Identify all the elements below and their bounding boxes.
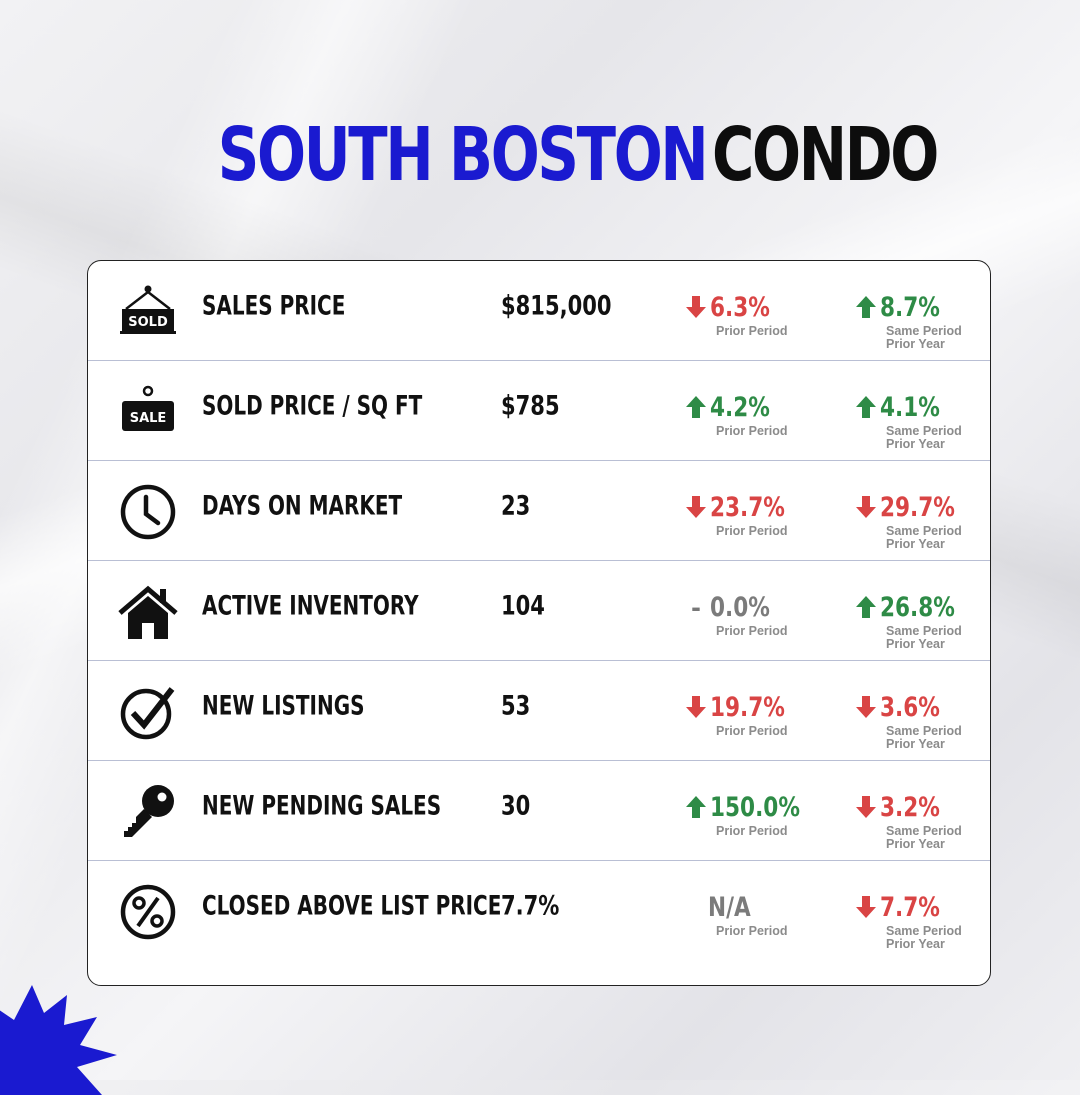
stat-row-closed-above-list: CLOSED ABOVE LIST PRICE 7.7% N/A Prior P… — [88, 861, 990, 961]
prior-period-change: 23.7% Prior Period — [686, 491, 804, 538]
house-icon — [118, 583, 178, 641]
key-icon — [118, 783, 178, 841]
stat-value: 7.7% — [501, 890, 560, 922]
prior-period-change: 19.7% Prior Period — [686, 691, 804, 738]
change-caption: Prior Period — [716, 324, 788, 338]
stat-value: 30 — [501, 790, 531, 822]
change-percent: 3.6% — [880, 692, 940, 723]
same-period-change: 3.2% Same Period Prior Year — [856, 791, 962, 851]
stat-label: DAYS ON MARKET — [202, 490, 403, 522]
down-arrow-icon — [856, 696, 876, 718]
up-arrow-icon — [856, 296, 876, 318]
stat-value: $785 — [501, 390, 560, 422]
stat-row-new-listings: NEW LISTINGS 53 19.7% Prior Period 3.6% … — [88, 661, 990, 761]
change-percent: 7.7% — [880, 892, 940, 923]
sold-sign-icon: SOLD — [118, 283, 178, 341]
title-location: SOUTH BOSTON — [217, 112, 708, 198]
same-period-change: 3.6% Same Period Prior Year — [856, 691, 962, 751]
stat-row-sold-price-sqft: SALE SOLD PRICE / SQ FT $785 4.2% Prior … — [88, 361, 990, 461]
change-caption: Same Period Prior Year — [886, 424, 962, 451]
stat-value: 53 — [501, 690, 531, 722]
down-arrow-icon — [686, 696, 706, 718]
change-percent: 26.8% — [880, 592, 955, 623]
sale-sign-icon: SALE — [118, 383, 178, 441]
same-period-change: 7.7% Same Period Prior Year — [856, 891, 962, 951]
down-arrow-icon — [856, 796, 876, 818]
stat-row-days-on-market: DAYS ON MARKET 23 23.7% Prior Period 29.… — [88, 461, 990, 561]
stat-label: CLOSED ABOVE LIST PRICE — [202, 890, 502, 922]
change-caption: Prior Period — [716, 524, 788, 538]
change-caption: Same Period Prior Year — [886, 924, 962, 951]
change-percent: 0.0% — [710, 592, 770, 623]
change-caption: Same Period Prior Year — [886, 524, 962, 551]
change-caption: Same Period Prior Year — [886, 624, 962, 651]
change-percent: 150.0% — [710, 792, 800, 823]
change-caption: Same Period Prior Year — [886, 724, 962, 751]
stat-label: SALES PRICE — [202, 290, 346, 322]
prior-period-change: 4.2% Prior Period — [686, 391, 788, 438]
page-title: SOUTH BOSTONCONDO — [0, 118, 1080, 192]
change-percent: 6.3% — [710, 292, 770, 323]
clock-icon — [118, 483, 178, 541]
percent-icon — [118, 883, 178, 941]
same-period-change: 8.7% Same Period Prior Year — [856, 291, 962, 351]
down-arrow-icon — [686, 296, 706, 318]
change-percent: N/A — [708, 892, 751, 923]
stat-label: ACTIVE INVENTORY — [202, 590, 419, 622]
same-period-change: 26.8% Same Period Prior Year — [856, 591, 974, 651]
change-percent: 23.7% — [710, 492, 785, 523]
change-percent: 4.1% — [880, 392, 940, 423]
down-arrow-icon — [856, 896, 876, 918]
up-arrow-icon — [686, 796, 706, 818]
stat-value: 104 — [501, 590, 545, 622]
change-caption: Prior Period — [716, 724, 788, 738]
change-caption: Prior Period — [716, 624, 788, 638]
stat-label: NEW PENDING SALES — [202, 790, 442, 822]
prior-period-change: N/A Prior Period — [686, 891, 788, 938]
change-percent: 8.7% — [880, 292, 940, 323]
change-percent: 19.7% — [710, 692, 785, 723]
prior-period-change: -0.0% Prior Period — [686, 591, 788, 638]
stats-card: SOLD SALES PRICE $815,000 6.3% Prior Per… — [87, 260, 991, 986]
stat-row-sales-price: SOLD SALES PRICE $815,000 6.3% Prior Per… — [88, 261, 990, 361]
prior-period-change: 6.3% Prior Period — [686, 291, 788, 338]
up-arrow-icon — [686, 396, 706, 418]
change-percent: 29.7% — [880, 492, 955, 523]
starburst-decoration — [0, 985, 117, 1095]
stat-value: $815,000 — [501, 290, 612, 322]
svg-text:SOLD: SOLD — [128, 315, 168, 330]
up-arrow-icon — [856, 396, 876, 418]
stat-row-new-pending-sales: NEW PENDING SALES 30 150.0% Prior Period… — [88, 761, 990, 861]
stat-label: SOLD PRICE / SQ FT — [202, 390, 423, 422]
change-percent: 4.2% — [710, 392, 770, 423]
stat-value: 23 — [501, 490, 531, 522]
down-arrow-icon — [856, 496, 876, 518]
svg-text:SALE: SALE — [130, 411, 167, 426]
title-property-type: CONDO — [711, 112, 939, 198]
change-caption: Prior Period — [716, 424, 788, 438]
up-arrow-icon — [856, 596, 876, 618]
change-caption: Prior Period — [716, 824, 788, 838]
down-arrow-icon — [686, 496, 706, 518]
same-period-change: 4.1% Same Period Prior Year — [856, 391, 962, 451]
stat-label: NEW LISTINGS — [202, 690, 365, 722]
change-percent: 3.2% — [880, 792, 940, 823]
stat-row-active-inventory: ACTIVE INVENTORY 104 -0.0% Prior Period … — [88, 561, 990, 661]
change-caption: Prior Period — [716, 924, 788, 938]
no-change-dash-icon: - — [691, 594, 701, 622]
checkmark-icon — [118, 683, 178, 741]
change-caption: Same Period Prior Year — [886, 824, 962, 851]
change-caption: Same Period Prior Year — [886, 324, 962, 351]
prior-period-change: 150.0% Prior Period — [686, 791, 822, 838]
same-period-change: 29.7% Same Period Prior Year — [856, 491, 974, 551]
